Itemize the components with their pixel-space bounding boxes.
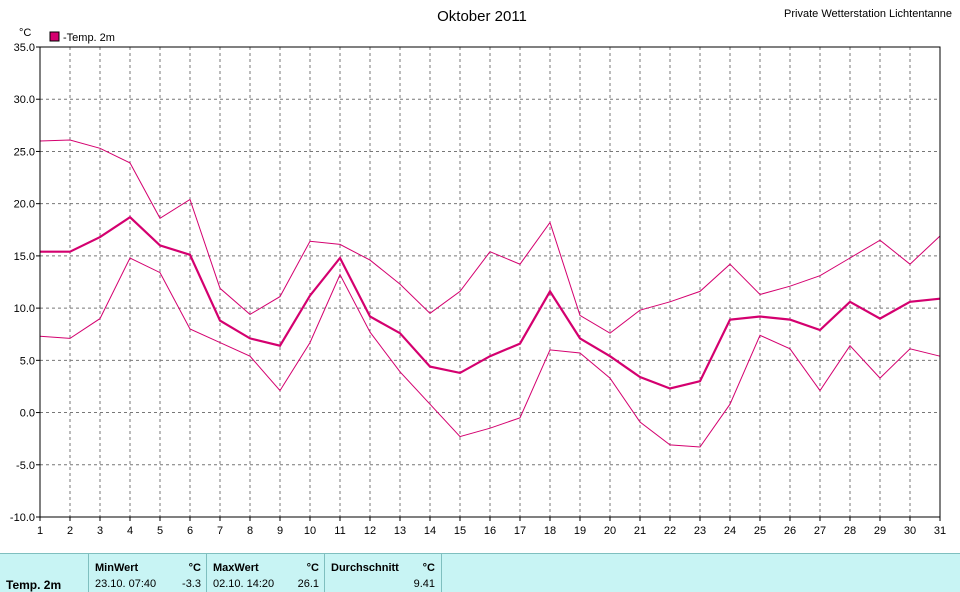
x-tick-label: 27	[814, 525, 826, 537]
x-tick-label: 4	[127, 525, 133, 537]
x-tick-label: 30	[904, 525, 916, 537]
average-block: Durchschnitt °C 9.41	[324, 554, 442, 592]
legend-swatch	[49, 31, 60, 42]
stats-row-label: Temp. 2m	[6, 578, 62, 592]
station-name: Private Wetterstation Lichtentanne	[784, 8, 952, 20]
x-tick-label: 23	[694, 525, 706, 537]
y-tick-label: 10.0	[14, 303, 35, 315]
y-tick-label: 30.0	[14, 94, 35, 106]
max-value: 26.1	[297, 578, 319, 590]
x-tick-label: 9	[277, 525, 283, 537]
x-tick-label: 10	[304, 525, 316, 537]
x-tick-label: 21	[634, 525, 646, 537]
x-tick-label: 16	[484, 525, 496, 537]
y-tick-label: 15.0	[14, 251, 35, 263]
chart-title: Oktober 2011	[437, 8, 527, 25]
plot-frame	[39, 46, 941, 518]
x-tick-label: 19	[574, 525, 586, 537]
x-tick-label: 2	[67, 525, 73, 537]
x-tick-label: 7	[217, 525, 223, 537]
x-tick-label: 25	[754, 525, 766, 537]
avg-unit: °C	[422, 562, 435, 574]
series-line-min	[39, 257, 941, 448]
y-tick-label: -5.0	[16, 460, 35, 472]
x-tick-label: 29	[874, 525, 886, 537]
temperature-chart: Oktober 2011 Private Wetterstation Licht…	[10, 8, 952, 537]
x-tick-label: 1	[37, 525, 43, 537]
min-value-block: MinWert °C 23.10. 07:40 -3.3	[88, 554, 207, 592]
x-tick-label: 12	[364, 525, 376, 537]
max-unit: °C	[306, 562, 319, 574]
min-time: 23.10. 07:40	[95, 578, 157, 590]
x-tick-label: 13	[394, 525, 406, 537]
legend-label: -Temp. 2m	[63, 32, 115, 44]
x-tick-label: 17	[514, 525, 526, 537]
series-line-max	[39, 139, 941, 334]
y-tick-label: 0.0	[20, 408, 35, 420]
y-tick-label: 20.0	[14, 199, 35, 211]
x-tick-label: 6	[187, 525, 193, 537]
x-tick-label: 15	[454, 525, 466, 537]
avg-header: Durchschnitt	[331, 562, 399, 574]
x-tick-label: 14	[424, 525, 436, 537]
y-tick-label: 35.0	[14, 42, 35, 54]
x-tick-label: 24	[724, 525, 736, 537]
x-tick-label: 22	[664, 525, 676, 537]
max-header: MaxWert	[213, 562, 259, 574]
y-tick-label: 25.0	[14, 146, 35, 158]
y-tick-label: 5.0	[20, 355, 35, 367]
y-tick-label: -10.0	[10, 512, 35, 524]
y-axis-unit: °C	[19, 27, 31, 39]
min-value: -3.3	[182, 578, 201, 590]
min-unit: °C	[188, 562, 201, 574]
x-tick-label: 11	[334, 525, 345, 537]
statistics-panel: Temp. 2m MinWert °C 23.10. 07:40 -3.3 Ma…	[0, 553, 960, 592]
x-tick-label: 20	[604, 525, 616, 537]
x-tick-label: 5	[157, 525, 163, 537]
x-tick-label: 31	[934, 525, 946, 537]
x-tick-label: 8	[247, 525, 253, 537]
x-tick-label: 26	[784, 525, 796, 537]
series-line-avg	[40, 215, 941, 390]
max-value-block: MaxWert °C 02.10. 14:20 26.1	[206, 554, 325, 592]
x-tick-label: 28	[844, 525, 856, 537]
max-time: 02.10. 14:20	[213, 578, 275, 590]
min-header: MinWert	[95, 562, 139, 574]
x-tick-label: 18	[544, 525, 556, 537]
x-tick-label: 3	[97, 525, 103, 537]
avg-value: 9.41	[413, 578, 435, 590]
